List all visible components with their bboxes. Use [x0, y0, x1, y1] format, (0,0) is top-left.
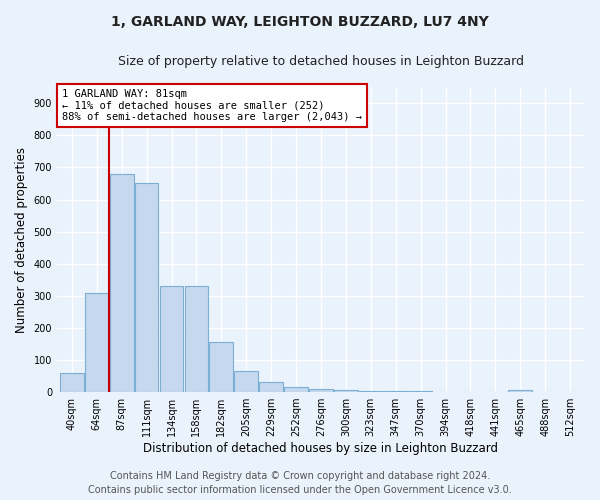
- Bar: [334, 390, 358, 392]
- Bar: [284, 388, 308, 392]
- X-axis label: Distribution of detached houses by size in Leighton Buzzard: Distribution of detached houses by size …: [143, 442, 499, 455]
- Bar: [508, 390, 532, 392]
- Bar: [235, 371, 258, 392]
- Bar: [209, 342, 233, 392]
- Bar: [60, 373, 83, 392]
- Text: Contains HM Land Registry data © Crown copyright and database right 2024.
Contai: Contains HM Land Registry data © Crown c…: [88, 471, 512, 495]
- Bar: [185, 286, 208, 392]
- Bar: [135, 184, 158, 392]
- Text: 1 GARLAND WAY: 81sqm
← 11% of detached houses are smaller (252)
88% of semi-deta: 1 GARLAND WAY: 81sqm ← 11% of detached h…: [62, 88, 362, 122]
- Y-axis label: Number of detached properties: Number of detached properties: [15, 146, 28, 332]
- Bar: [160, 286, 184, 392]
- Bar: [259, 382, 283, 392]
- Bar: [309, 389, 333, 392]
- Bar: [110, 174, 134, 392]
- Bar: [359, 391, 383, 392]
- Bar: [85, 292, 109, 392]
- Text: 1, GARLAND WAY, LEIGHTON BUZZARD, LU7 4NY: 1, GARLAND WAY, LEIGHTON BUZZARD, LU7 4N…: [111, 15, 489, 29]
- Title: Size of property relative to detached houses in Leighton Buzzard: Size of property relative to detached ho…: [118, 55, 524, 68]
